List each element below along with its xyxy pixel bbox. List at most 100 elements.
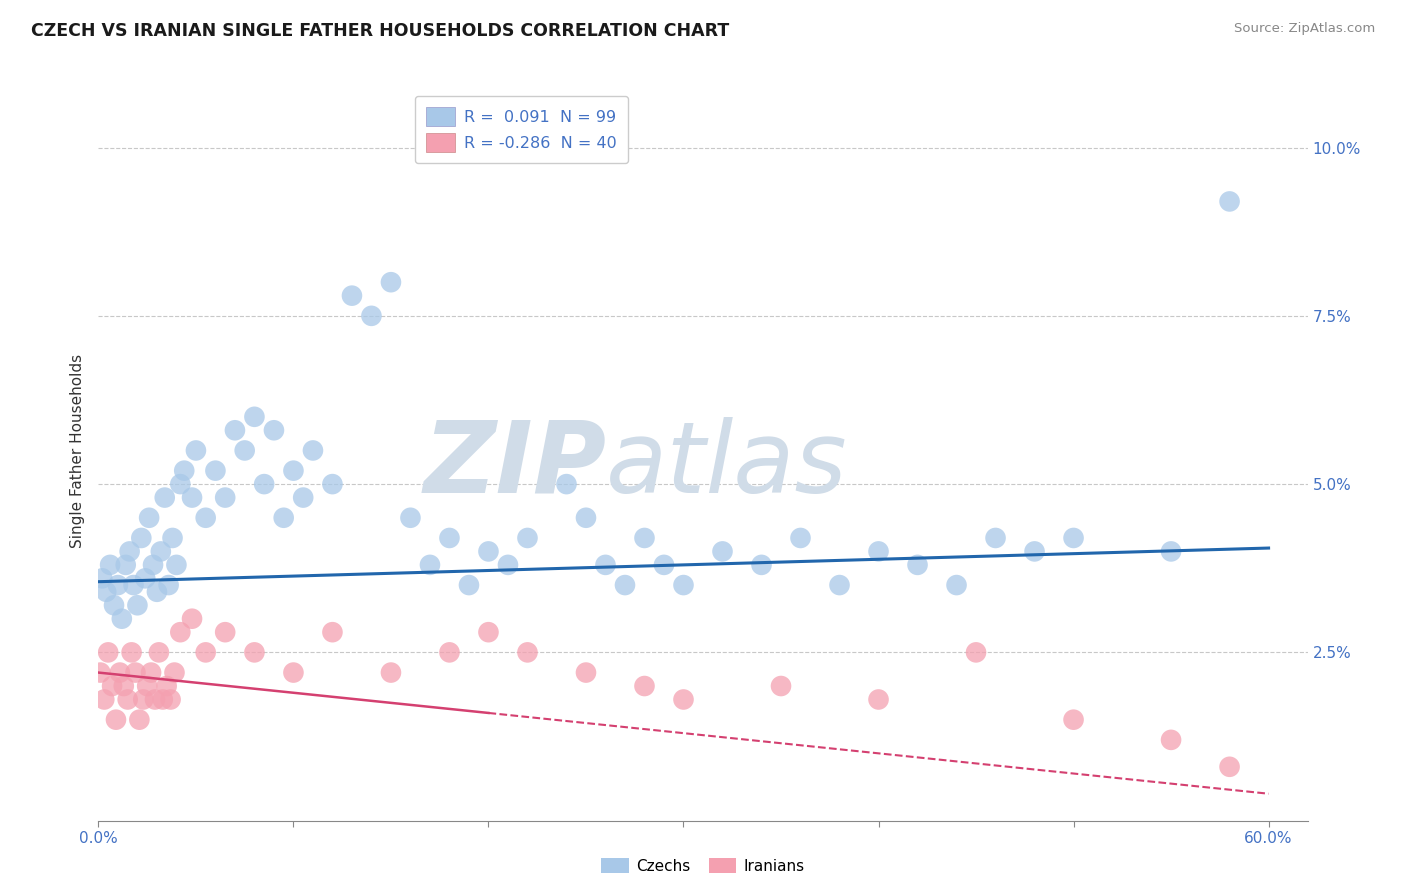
Point xyxy=(283,665,305,680)
Point xyxy=(173,464,195,478)
Point xyxy=(121,645,143,659)
Point xyxy=(114,558,136,572)
Point xyxy=(555,477,578,491)
Point xyxy=(128,713,150,727)
Point xyxy=(107,578,129,592)
Point xyxy=(321,625,343,640)
Point xyxy=(156,679,179,693)
Point xyxy=(108,665,131,680)
Legend: Czechs, Iranians: Czechs, Iranians xyxy=(595,852,811,880)
Point xyxy=(97,645,120,659)
Point xyxy=(868,544,890,558)
Point xyxy=(1063,531,1085,545)
Point xyxy=(233,443,256,458)
Point xyxy=(516,645,538,659)
Point xyxy=(380,275,402,289)
Point xyxy=(868,692,890,706)
Point xyxy=(152,692,174,706)
Point xyxy=(142,558,165,572)
Point xyxy=(138,510,160,524)
Point xyxy=(146,584,169,599)
Point xyxy=(340,288,363,302)
Y-axis label: Single Father Households: Single Father Households xyxy=(70,353,86,548)
Legend: R =  0.091  N = 99, R = -0.286  N = 40: R = 0.091 N = 99, R = -0.286 N = 40 xyxy=(415,95,628,163)
Point xyxy=(181,612,204,626)
Point xyxy=(117,692,139,706)
Point xyxy=(124,665,146,680)
Point xyxy=(122,578,145,592)
Point xyxy=(1063,713,1085,727)
Point xyxy=(711,544,734,558)
Point xyxy=(253,477,276,491)
Point xyxy=(516,531,538,545)
Point xyxy=(204,464,226,478)
Point xyxy=(139,665,162,680)
Point xyxy=(157,578,180,592)
Point xyxy=(477,544,499,558)
Point xyxy=(134,571,156,585)
Point xyxy=(1219,760,1241,774)
Point xyxy=(214,491,236,505)
Point xyxy=(1160,732,1182,747)
Point xyxy=(458,578,481,592)
Point xyxy=(98,558,121,572)
Point xyxy=(321,477,343,491)
Point xyxy=(169,477,191,491)
Point xyxy=(263,423,285,437)
Point xyxy=(184,443,207,458)
Point xyxy=(111,612,134,626)
Point xyxy=(136,679,159,693)
Point xyxy=(633,531,655,545)
Point xyxy=(127,599,149,613)
Point xyxy=(104,713,127,727)
Point xyxy=(633,679,655,693)
Point xyxy=(439,531,461,545)
Point xyxy=(214,625,236,640)
Point xyxy=(595,558,617,572)
Point xyxy=(148,645,170,659)
Point xyxy=(672,692,695,706)
Point xyxy=(273,510,295,524)
Point xyxy=(194,645,217,659)
Text: Source: ZipAtlas.com: Source: ZipAtlas.com xyxy=(1234,22,1375,36)
Point xyxy=(292,491,315,505)
Point xyxy=(181,491,204,505)
Point xyxy=(118,544,141,558)
Point xyxy=(751,558,773,572)
Point xyxy=(93,692,115,706)
Text: CZECH VS IRANIAN SINGLE FATHER HOUSEHOLDS CORRELATION CHART: CZECH VS IRANIAN SINGLE FATHER HOUSEHOLD… xyxy=(31,22,730,40)
Point xyxy=(439,645,461,659)
Point xyxy=(1219,194,1241,209)
Text: ZIP: ZIP xyxy=(423,417,606,514)
Point xyxy=(907,558,929,572)
Point xyxy=(91,571,114,585)
Point xyxy=(194,510,217,524)
Point xyxy=(101,679,124,693)
Point xyxy=(243,409,266,424)
Point xyxy=(163,665,186,680)
Point xyxy=(789,531,811,545)
Point xyxy=(965,645,987,659)
Point xyxy=(143,692,166,706)
Point xyxy=(162,531,184,545)
Point xyxy=(984,531,1007,545)
Point xyxy=(103,599,125,613)
Point xyxy=(283,464,305,478)
Point xyxy=(477,625,499,640)
Point xyxy=(496,558,519,572)
Point xyxy=(419,558,441,572)
Point xyxy=(575,665,598,680)
Point xyxy=(302,443,325,458)
Text: atlas: atlas xyxy=(606,417,848,514)
Point xyxy=(575,510,598,524)
Point xyxy=(1024,544,1046,558)
Point xyxy=(149,544,172,558)
Point xyxy=(153,491,176,505)
Point xyxy=(652,558,675,572)
Point xyxy=(112,679,135,693)
Point xyxy=(243,645,266,659)
Point xyxy=(96,584,118,599)
Point xyxy=(672,578,695,592)
Point xyxy=(360,309,382,323)
Point xyxy=(1160,544,1182,558)
